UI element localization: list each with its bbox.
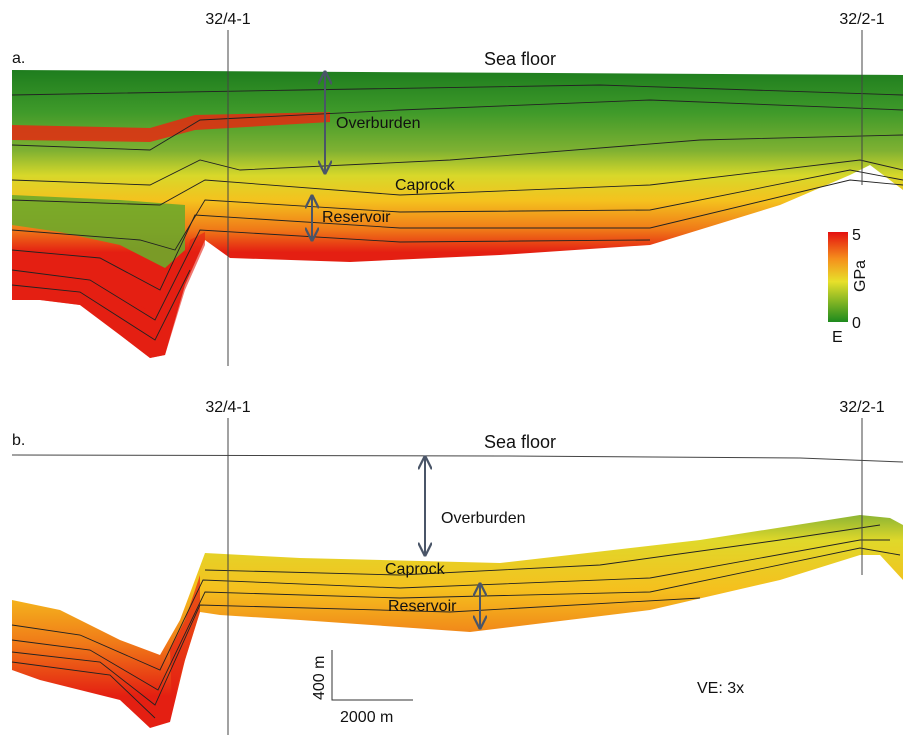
panel-label: a. bbox=[12, 50, 25, 67]
scale-vertical: 400 m bbox=[311, 656, 328, 700]
panel-a: a. 32/4-1 32/2-1 Sea floor Overburden Ca… bbox=[12, 11, 903, 366]
scale-horizontal: 2000 m bbox=[340, 709, 393, 726]
vertical-exaggeration: VE: 3x bbox=[697, 680, 744, 697]
well-label: 32/4-1 bbox=[205, 11, 250, 28]
panel-b: b. 32/4-1 32/2-1 Sea floor Overburden Ca… bbox=[12, 399, 903, 735]
annotation: Sea floor bbox=[484, 49, 556, 69]
annotation: Caprock bbox=[385, 561, 446, 578]
panel-label: b. bbox=[12, 432, 25, 449]
well-label: 32/2-1 bbox=[839, 11, 884, 28]
well-label: 32/4-1 bbox=[205, 399, 250, 416]
annotation: Overburden bbox=[441, 510, 526, 527]
model-section bbox=[12, 515, 903, 728]
annotation: Overburden bbox=[336, 115, 421, 132]
sea-floor-line bbox=[12, 455, 903, 462]
scale-bar: 400 m 2000 m bbox=[311, 650, 413, 726]
colorbar-variable: E bbox=[832, 329, 843, 346]
annotation: Reservoir bbox=[388, 598, 457, 615]
well-label: 32/2-1 bbox=[839, 399, 884, 416]
scale-lines bbox=[332, 650, 413, 700]
colorbar-unit: GPa bbox=[852, 260, 869, 292]
colorbar-min: 0 bbox=[852, 315, 861, 332]
annotation: Caprock bbox=[395, 177, 456, 194]
figure: a. 32/4-1 32/2-1 Sea floor Overburden Ca… bbox=[0, 0, 903, 735]
annotation: Sea floor bbox=[484, 432, 556, 452]
colorbar-max: 5 bbox=[852, 227, 861, 244]
colorbar: 5 0 GPa E bbox=[828, 227, 869, 346]
colorbar-scale bbox=[828, 232, 848, 322]
annotation: Reservoir bbox=[322, 209, 391, 226]
